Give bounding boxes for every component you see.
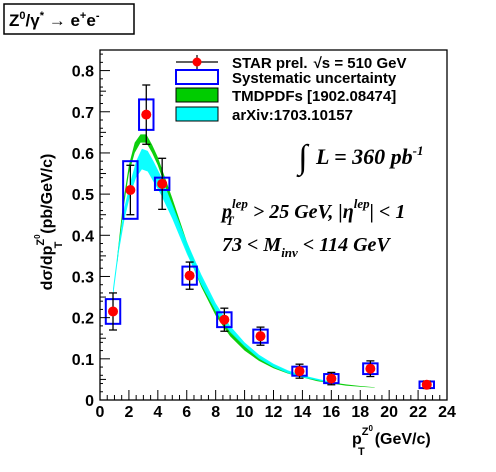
y-tick-label: 0.1 [72,352,94,369]
data-point [365,363,376,374]
data-point [219,314,230,325]
legend: STAR prel. √s = 510 GeV Systematic uncert… [175,55,406,124]
data-point [421,379,432,390]
data-point [294,366,305,377]
x-tick-label: 8 [211,404,220,421]
x-tick-label: 24 [438,404,456,421]
data-point [184,270,195,281]
data-point [141,109,152,120]
y-axis-title: dσ/dpZ0T(pb/GeV/c) [33,154,65,291]
title-e1: e [70,11,79,30]
legend-entry-systematic: Systematic uncertainty [175,69,397,87]
x-tick-label: 12 [265,404,283,421]
annotation-mass-cut: 73 < Minv < 114 GeV [222,234,391,260]
axes [99,49,448,401]
data-point [326,373,337,384]
title-e2: e [86,11,95,30]
legend-label-star: STAR prel. [232,55,308,72]
band-arxiv [113,148,332,384]
x-tick-label: 22 [409,404,427,421]
x-tick-labels: 0 2 4 6 8 10 12 14 16 18 20 22 24 [96,404,456,421]
legend-marker-tmdpdf [175,87,219,103]
x-axis-title: pZ0 T(GeV/c) [352,424,431,458]
x-tick-label: 0 [96,404,105,421]
y-tick-label: 0.5 [72,187,94,204]
y-tick-label: 0.3 [72,269,94,286]
title-gamma: /γ [26,11,41,30]
x-tick-label: 2 [124,404,133,421]
y-tick-label: 0.7 [72,105,94,122]
y-tick-label: 0.4 [72,228,94,245]
title-e2-sup: - [96,10,100,22]
annotation-pt-cut: plep T > 25 GeV, |ηlep| < 1 [220,196,405,228]
x-tick-label: 10 [236,404,254,421]
annotation-lumi: ∫ L = 360 pb-1 [296,139,424,178]
data-point [157,178,168,189]
model-bands [113,134,375,388]
legend-label-energy: √s = 510 GeV [314,55,407,72]
chart-title: Z0/γ* → e+e- [3,3,135,35]
x-tick-label: 16 [322,404,340,421]
legend-label-tmdpdf: TMDPDFs [1902.08474] [232,88,396,105]
legend-marker-star [192,57,202,67]
y-tick-labels: 0 0.1 0.2 0.3 0.4 0.5 0.6 0.7 0.8 [72,64,94,410]
legend-entry-star: STAR prel. √s = 510 GeV [176,55,406,72]
x-tick-label: 20 [380,404,398,421]
y-tick-label: 0 [85,393,94,410]
title-e1-sup: + [80,10,86,22]
x-tick-label: 18 [351,404,369,421]
data-point [255,331,266,342]
title-gamma-sup: * [40,10,45,22]
data-points [108,109,432,390]
svg-text:Z0/γ* → e+e-: Z0/γ* → e+e- [9,10,100,30]
legend-marker-systematic [175,69,219,85]
svg-text:∫: ∫ [296,139,310,178]
svg-text:73 < Minv < 114 GeV: 73 < Minv < 114 GeV [222,234,391,260]
y-tick-label: 0.8 [72,64,94,81]
title-z: Z [9,11,19,30]
svg-text:STAR prel.√s = 510 GeV: STAR prel. √s = 510 GeV [232,55,406,72]
sys-box [122,160,139,220]
error-bars [109,84,431,390]
y-tick-label: 0.2 [72,311,94,328]
legend-marker-arxiv [175,106,219,122]
legend-entry-tmdpdf: TMDPDFs [1902.08474] [175,87,396,105]
data-point [108,306,119,317]
x-tick-label: 4 [153,404,162,421]
title-arrow: → [44,11,70,30]
x-tick-label: 14 [294,404,312,421]
legend-label-systematic: Systematic uncertainty [232,70,397,87]
y-tick-label: 0.6 [72,146,94,163]
data-point [125,185,136,195]
legend-entry-arxiv: arXiv:1703.10157 [175,106,353,124]
svg-text:L = 360 pb-1: L = 360 pb-1 [315,143,424,169]
title-z-sup: 0 [19,10,25,22]
legend-label-arxiv: arXiv:1703.10157 [232,107,353,124]
x-tick-label: 6 [182,404,191,421]
